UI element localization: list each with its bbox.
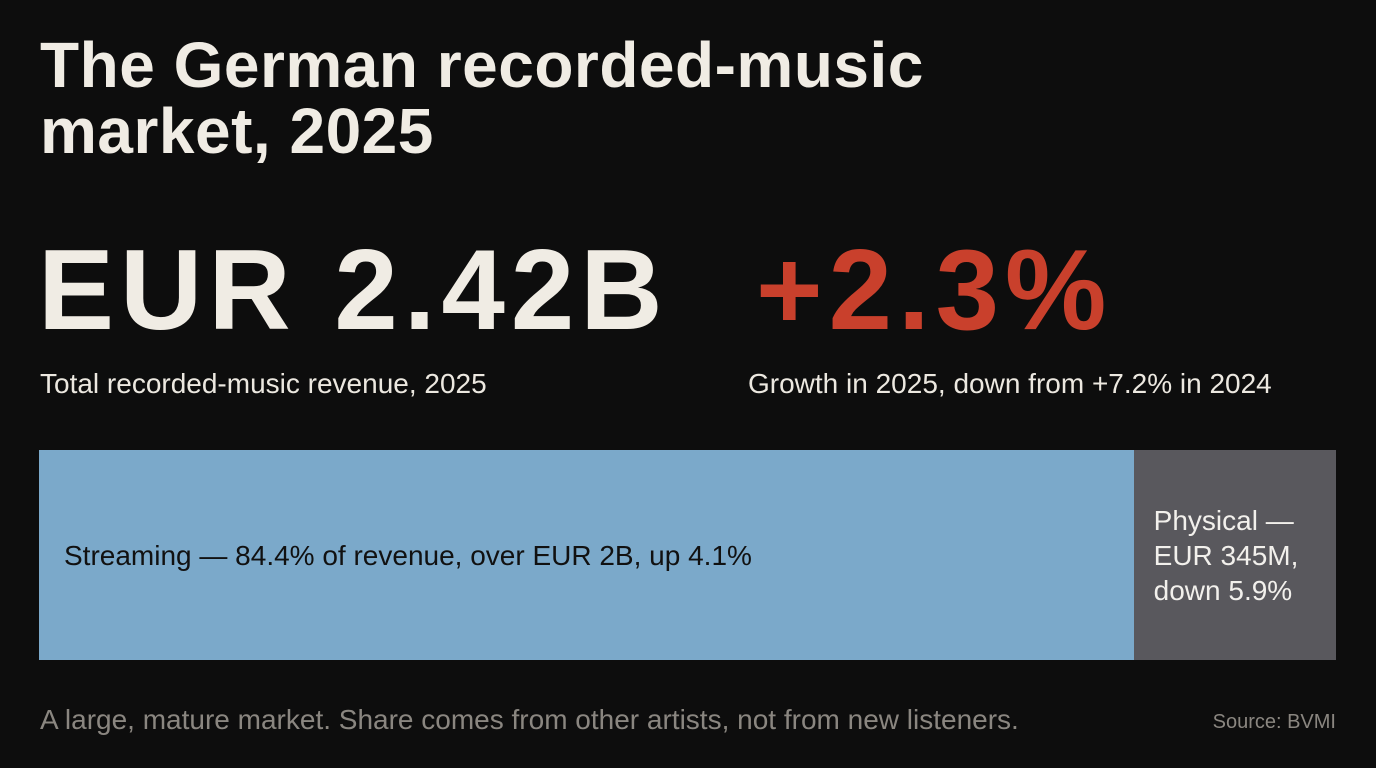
bar-segment: Streaming — 84.4% of revenue, over EUR 2… [39,450,1134,660]
footer-note: A large, mature market. Share comes from… [40,704,1019,735]
stat-value: +2.3% [756,227,1113,354]
bar-segment: Physical — EUR 345M, down 5.9% [1133,450,1336,660]
title: The German recorded-music market, 2025 [40,29,924,167]
stat-label: Growth in 2025, down from +7.2% in 2024 [748,368,1272,399]
segment-label: Streaming — 84.4% of revenue, over EUR 2… [64,539,752,571]
stat-label: Total recorded-music revenue, 2025 [40,368,487,399]
source: Source: BVMI [1212,711,1336,733]
share-bar: Streaming — 84.4% of revenue, over EUR 2… [39,450,1336,660]
stat-value: EUR 2.42B [38,227,669,354]
segment-label: Physical — EUR 345M, down 5.9% [1153,504,1299,606]
